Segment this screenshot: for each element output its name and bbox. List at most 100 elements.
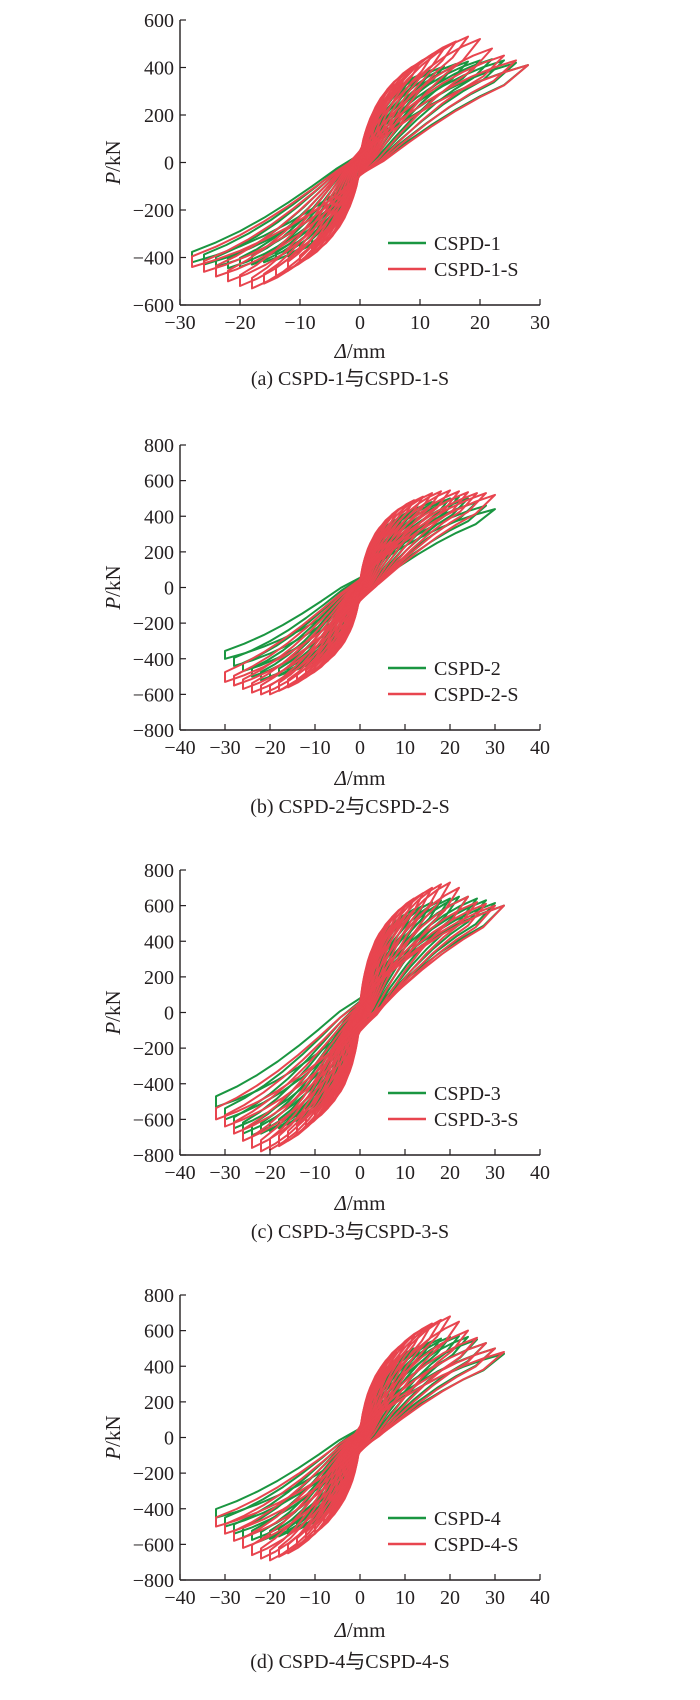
x-tick-label: 0 — [355, 1587, 365, 1609]
x-tick-label: 40 — [530, 1162, 550, 1184]
hysteresis-loop-1-cspd-2-s-13 — [233, 492, 487, 687]
hysteresis-loop-2-cspd-3-s-9 — [269, 881, 451, 1151]
hysteresis-loop-1-cspd-2-s-12 — [242, 492, 478, 690]
y-axis-label: P/kN — [101, 990, 125, 1035]
series-group — [215, 1315, 505, 1562]
x-tick-label: −10 — [299, 1162, 330, 1184]
y-tick-label: −600 — [133, 684, 174, 706]
y-axis-label-var: P — [101, 172, 125, 186]
y-tick-label: 800 — [144, 435, 174, 457]
x-tick-label: 20 — [440, 737, 460, 759]
y-axis-label-unit: /kN — [101, 990, 125, 1022]
x-tick-label: −40 — [164, 1587, 195, 1609]
hysteresis-loop-2-cspd-3-s-14 — [224, 904, 496, 1128]
y-tick-label: −800 — [133, 1570, 174, 1592]
legend-label: CSPD-4 — [434, 1508, 501, 1530]
y-tick-label: 800 — [144, 1285, 174, 1307]
hysteresis-loop-0-cspd-1-s-9 — [239, 38, 481, 287]
chart-caption: (c) CSPD-3与CSPD-3-S — [251, 1220, 449, 1243]
y-axis-label-var: P — [101, 1447, 125, 1461]
x-tick-label: −10 — [284, 312, 315, 334]
hysteresis-loop-2-cspd-3-s-10 — [260, 886, 460, 1153]
y-tick-label: −200 — [133, 1038, 174, 1060]
chart-caption: (d) CSPD-4与CSPD-4-S — [250, 1650, 449, 1673]
chart-panel-b: −800 −600 −400 −200 0 200 400 600 800 −40 −30 −20 −1… — [0, 425, 700, 835]
chart-caption: (a) CSPD-1与CSPD-1-S — [251, 367, 449, 390]
y-tick-label: −400 — [133, 1074, 174, 1096]
hysteresis-loop-0-cspd-1-s-7 — [263, 40, 457, 285]
y-tick-label: −400 — [133, 248, 174, 270]
series-group — [224, 489, 496, 696]
y-axis-label: P/kN — [101, 565, 125, 610]
y-tick-label: 200 — [144, 542, 174, 564]
hysteresis-loop-0-cspd-1-s-12 — [203, 59, 517, 273]
hysteresis-loop-2-cspd-3-s-8 — [278, 883, 442, 1148]
x-tick-label: 0 — [355, 1162, 365, 1184]
series-group — [191, 35, 529, 290]
legend-label: CSPD-3-S — [434, 1109, 518, 1131]
x-axis-label-var: Δ — [334, 766, 347, 790]
hysteresis-loop-1-cspd-2-14 — [224, 508, 496, 660]
hysteresis-loop-3-cspd-4-s-10 — [260, 1320, 460, 1560]
chart-panel-d: −800 −600 −400 −200 0 200 400 600 800 −40 −30 −20 −1… — [0, 1275, 700, 1700]
y-tick-label: 600 — [144, 471, 174, 493]
y-tick-label: 0 — [164, 1003, 174, 1025]
x-tick-label: −10 — [299, 1587, 330, 1609]
x-tick-label: 40 — [530, 737, 550, 759]
y-tick-label: 600 — [144, 10, 174, 32]
y-axis-label-var: P — [101, 597, 125, 611]
y-tick-label: −600 — [133, 1109, 174, 1131]
x-tick-label: −30 — [209, 1587, 240, 1609]
hysteresis-loop-2-cspd-3-10 — [260, 895, 460, 1135]
x-tick-label: −20 — [254, 1162, 285, 1184]
x-axis-label-var: Δ — [334, 1618, 347, 1642]
y-axis-label: P/kN — [101, 1415, 125, 1460]
x-tick-label: 10 — [395, 1162, 415, 1184]
x-tick-label: −20 — [254, 737, 285, 759]
y-tick-label: −800 — [133, 1145, 174, 1167]
legend-label: CSPD-2-S — [434, 684, 518, 706]
hysteresis-loop-2-cspd-3-s-12 — [242, 901, 478, 1142]
x-tick-label: 10 — [410, 312, 430, 334]
y-tick-label: 200 — [144, 1392, 174, 1414]
hysteresis-loop-2-cspd-3-s-13 — [233, 902, 487, 1135]
legend-label: CSPD-1 — [434, 233, 501, 255]
x-tick-label: −10 — [299, 737, 330, 759]
x-tick-label: 0 — [355, 312, 365, 334]
x-tick-label: 0 — [355, 737, 365, 759]
y-tick-label: −600 — [133, 295, 174, 317]
y-axis-label-unit: /kN — [101, 1415, 125, 1447]
y-axis-label: P/kN — [101, 140, 125, 185]
hysteresis-loop-0-cspd-1-s-10 — [227, 47, 493, 283]
x-axis-label: Δ/mm — [334, 339, 386, 363]
x-tick-label: 10 — [395, 1587, 415, 1609]
x-tick-label: 30 — [485, 1587, 505, 1609]
hysteresis-loop-1-cspd-2-s-10 — [260, 490, 460, 696]
x-axis-label-var: Δ — [334, 1191, 347, 1215]
y-tick-label: 400 — [144, 58, 174, 80]
y-tick-label: −200 — [133, 200, 174, 222]
y-tick-label: 400 — [144, 931, 174, 953]
y-tick-label: 0 — [164, 153, 174, 175]
x-axis-label: Δ/mm — [334, 1618, 386, 1642]
hysteresis-loop-0-cspd-1-s-13 — [191, 64, 529, 268]
y-tick-label: 600 — [144, 1321, 174, 1343]
hysteresis-loop-3-cspd-4-s-12 — [242, 1336, 478, 1549]
x-tick-label: −30 — [209, 1162, 240, 1184]
x-tick-label: 40 — [530, 1587, 550, 1609]
hysteresis-loop-3-cspd-4-s-9 — [269, 1315, 451, 1562]
chart-caption: (b) CSPD-2与CSPD-2-S — [250, 795, 449, 818]
y-tick-label: 400 — [144, 1356, 174, 1378]
y-tick-label: 600 — [144, 896, 174, 918]
hysteresis-loop-1-cspd-2-s-11 — [251, 491, 469, 694]
x-tick-label: 10 — [395, 737, 415, 759]
y-tick-label: −800 — [133, 720, 174, 742]
y-tick-label: 0 — [164, 1428, 174, 1450]
y-tick-label: 200 — [144, 967, 174, 989]
hysteresis-loop-0-cspd-1-s-11 — [215, 54, 505, 278]
x-axis-label: Δ/mm — [334, 766, 386, 790]
x-axis-label-var: Δ — [334, 339, 347, 363]
